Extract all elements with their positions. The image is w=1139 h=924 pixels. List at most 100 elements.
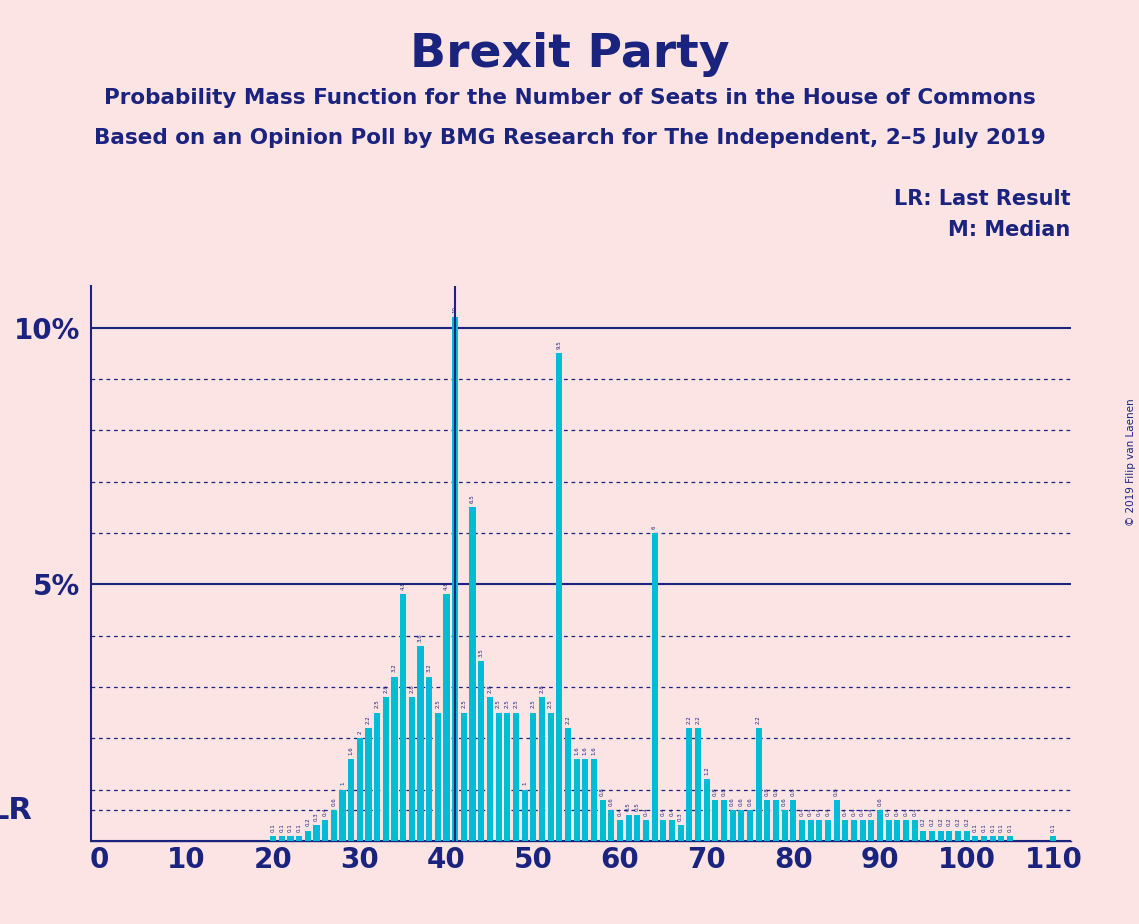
Bar [530, 712, 536, 841]
Bar [435, 712, 441, 841]
Text: 0.4: 0.4 [670, 808, 674, 816]
Text: 0.4: 0.4 [860, 808, 866, 816]
Bar [990, 835, 995, 841]
Bar [834, 800, 839, 841]
Text: 2.2: 2.2 [696, 715, 700, 723]
Bar [825, 821, 831, 841]
Text: 3.2: 3.2 [392, 663, 398, 673]
Text: 0.8: 0.8 [600, 787, 605, 796]
Bar [669, 821, 675, 841]
Text: 0.1: 0.1 [999, 823, 1003, 832]
Text: 0.4: 0.4 [800, 808, 804, 816]
Text: 2.2: 2.2 [366, 715, 371, 723]
Bar [625, 815, 632, 841]
Bar [790, 800, 796, 841]
Bar [868, 821, 875, 841]
Bar [339, 789, 345, 841]
Text: 0.8: 0.8 [790, 787, 796, 796]
Text: 0.4: 0.4 [826, 808, 830, 816]
Bar [1007, 835, 1013, 841]
Bar [366, 728, 371, 841]
Text: 2.2: 2.2 [687, 715, 691, 723]
Bar [929, 831, 935, 841]
Text: LR: Last Result: LR: Last Result [894, 189, 1071, 210]
Text: 0.2: 0.2 [920, 818, 926, 826]
Text: 0.4: 0.4 [886, 808, 891, 816]
Bar [1050, 835, 1056, 841]
Bar [808, 821, 813, 841]
Bar [374, 712, 380, 841]
Bar [330, 810, 337, 841]
Text: 10: 10 [452, 306, 458, 313]
Text: 0.6: 0.6 [331, 797, 336, 806]
Bar [817, 821, 822, 841]
Text: 0.4: 0.4 [852, 808, 857, 816]
Bar [764, 800, 770, 841]
Text: 1: 1 [341, 782, 345, 785]
Bar [886, 821, 892, 841]
Text: 0.6: 0.6 [739, 797, 744, 806]
Bar [998, 835, 1005, 841]
Bar [954, 831, 961, 841]
Text: 2.5: 2.5 [497, 699, 501, 709]
Bar [461, 712, 467, 841]
Text: 2.5: 2.5 [514, 699, 518, 709]
Text: 0.2: 0.2 [305, 818, 310, 826]
Text: 0.3: 0.3 [314, 812, 319, 821]
Text: 0.1: 0.1 [288, 823, 293, 832]
Text: 2.8: 2.8 [540, 685, 544, 693]
Bar [478, 662, 484, 841]
Bar [747, 810, 753, 841]
Bar [781, 810, 788, 841]
Bar [738, 810, 744, 841]
Text: 3.8: 3.8 [418, 633, 423, 641]
Text: 6.5: 6.5 [470, 494, 475, 503]
Text: 0.4: 0.4 [895, 808, 900, 816]
Bar [920, 831, 926, 841]
Text: M: Median: M: Median [949, 220, 1071, 240]
Bar [582, 759, 588, 841]
Text: 0.5: 0.5 [634, 802, 640, 811]
Bar [296, 835, 302, 841]
Bar [357, 738, 363, 841]
Text: 0.1: 0.1 [1008, 823, 1013, 832]
Text: © 2019 Filip van Laenen: © 2019 Filip van Laenen [1126, 398, 1136, 526]
Bar [495, 712, 501, 841]
Text: 0.8: 0.8 [764, 787, 770, 796]
Bar [599, 800, 606, 841]
Bar [505, 712, 510, 841]
Bar [287, 835, 294, 841]
Bar [565, 728, 571, 841]
Text: LR: LR [0, 796, 32, 824]
Bar [469, 507, 476, 841]
Text: 0.6: 0.6 [608, 797, 614, 806]
Bar [755, 728, 762, 841]
Bar [981, 835, 988, 841]
Bar [937, 831, 944, 841]
Text: 2: 2 [358, 731, 362, 734]
Bar [860, 821, 866, 841]
Text: 2.2: 2.2 [756, 715, 761, 723]
Text: 0.4: 0.4 [661, 808, 665, 816]
Text: 3.2: 3.2 [427, 663, 432, 673]
Text: 0.6: 0.6 [747, 797, 753, 806]
Bar [964, 831, 969, 841]
Text: 0.1: 0.1 [973, 823, 977, 832]
Text: 0.4: 0.4 [808, 808, 813, 816]
Text: 1.2: 1.2 [704, 766, 710, 775]
Text: Based on an Opinion Poll by BMG Research for The Independent, 2–5 July 2019: Based on an Opinion Poll by BMG Research… [93, 128, 1046, 148]
Bar [452, 317, 458, 841]
Bar [911, 821, 918, 841]
Text: 0.4: 0.4 [322, 808, 328, 816]
Bar [678, 825, 683, 841]
Bar [400, 594, 407, 841]
Text: 6: 6 [652, 525, 657, 529]
Text: 0.8: 0.8 [721, 787, 727, 796]
Text: 0.1: 0.1 [271, 823, 276, 832]
Bar [513, 712, 519, 841]
Text: 1.6: 1.6 [574, 746, 579, 755]
Text: 0.4: 0.4 [644, 808, 648, 816]
Text: 3.5: 3.5 [478, 649, 484, 657]
Bar [392, 676, 398, 841]
Text: 0.6: 0.6 [782, 797, 787, 806]
